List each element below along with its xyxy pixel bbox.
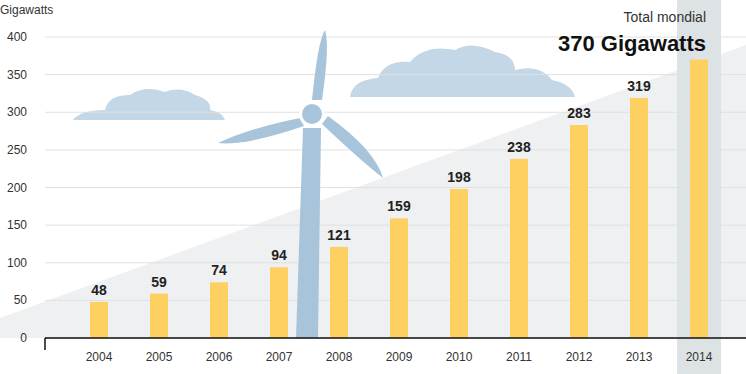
data-label: 159: [387, 198, 411, 214]
bar: [90, 302, 108, 338]
bar: [630, 98, 648, 338]
cloud: [350, 45, 575, 97]
x-axis-line: [45, 337, 746, 339]
windmill-blade: [312, 30, 327, 100]
y-tick-label: 350: [7, 68, 27, 82]
y-tick-label: 200: [7, 181, 27, 195]
data-label: 74: [211, 262, 227, 278]
data-label: 198: [447, 169, 471, 185]
subtitle: 370 Gigawatts: [558, 31, 706, 56]
y-tick-label: 300: [7, 105, 27, 119]
x-tick-label: 2004: [86, 350, 113, 364]
x-tick-label: 2008: [326, 350, 353, 364]
bar: [270, 267, 288, 338]
x-tick-label: 2009: [386, 350, 413, 364]
y-tick-label: 250: [7, 143, 27, 157]
windmill-hub: [302, 104, 322, 124]
chart-container: 48 59 74 94 121 159 198 238 283 319 2004 2005 2006 20…: [0, 0, 746, 374]
bar: [150, 294, 168, 338]
background-wedge: [0, 45, 746, 338]
bar: [690, 60, 708, 338]
grid-line: [45, 338, 746, 339]
bar: [390, 218, 408, 338]
data-label: 121: [327, 227, 351, 243]
title: Total mondial: [624, 9, 707, 25]
grid: [45, 37, 746, 338]
y-tick-label: 0: [20, 331, 27, 345]
x-tick-label: 2012: [566, 350, 593, 364]
x-tick-label: 2010: [446, 350, 473, 364]
data-label: 48: [91, 282, 107, 298]
cloud: [73, 89, 225, 120]
bars: [90, 60, 708, 338]
data-label: 94: [271, 247, 287, 263]
bar: [570, 125, 588, 338]
chart-svg: 48 59 74 94 121 159 198 238 283 319 2004 2005 2006 20…: [0, 0, 746, 374]
windmill-hub-ring: [299, 101, 325, 127]
y-tick-label: 150: [7, 218, 27, 232]
x-tick-label: 2013: [626, 350, 653, 364]
y-axis-label: Gigawatts: [0, 3, 53, 17]
windmill: [218, 30, 383, 338]
y-tick-label: 100: [7, 256, 27, 270]
data-label: 319: [627, 78, 651, 94]
y-tick-label: 50: [14, 293, 28, 307]
windmill-blade: [218, 118, 304, 143]
x-tick-label: 2011: [506, 350, 532, 364]
bar: [450, 189, 468, 338]
windmill-blade: [322, 116, 383, 178]
bar: [330, 247, 348, 338]
grid-line: [45, 74, 746, 75]
x-tick-label: 2006: [206, 350, 233, 364]
windmill-tower: [296, 128, 321, 338]
bar: [210, 282, 228, 338]
x-tick-label: 2014: [686, 350, 713, 364]
data-label: 59: [151, 274, 167, 290]
x-tick-label: 2007: [266, 350, 293, 364]
bar: [510, 159, 528, 338]
x-tick-label: 2005: [146, 350, 173, 364]
data-label: 283: [567, 105, 591, 121]
y-tick-label: 400: [7, 30, 27, 44]
data-label: 238: [507, 139, 531, 155]
axis-corner-tick: [44, 338, 46, 350]
